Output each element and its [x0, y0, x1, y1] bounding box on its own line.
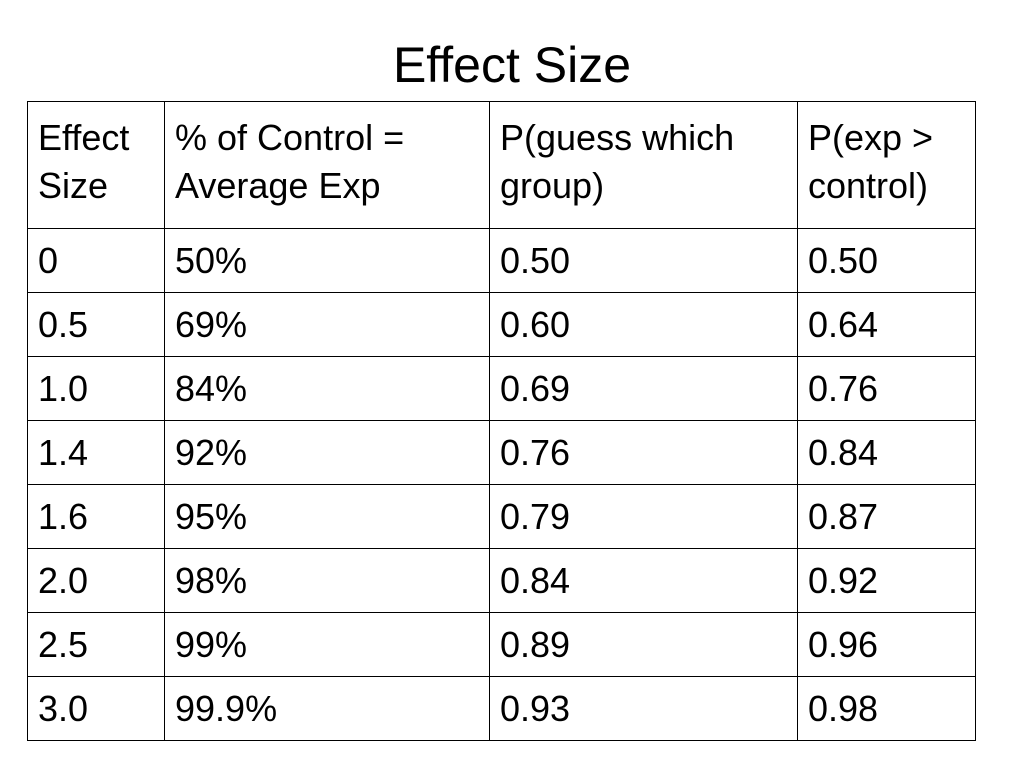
cell-p-guess-group: 0.89 — [489, 612, 798, 677]
table-row: 0.5 69% 0.60 0.64 — [27, 292, 976, 357]
table-row: 1.0 84% 0.69 0.76 — [27, 356, 976, 421]
cell-p-guess-group: 0.60 — [489, 292, 798, 357]
cell-effect-size: 0.5 — [27, 292, 165, 357]
cell-p-guess-group: 0.69 — [489, 356, 798, 421]
cell-effect-size: 2.0 — [27, 548, 165, 613]
effect-size-table: Effect Size % of Control = Average Exp P… — [27, 101, 976, 741]
cell-percent-of-control: 69% — [164, 292, 490, 357]
cell-p-guess-group: 0.79 — [489, 484, 798, 549]
header-p-guess-group: P(guess which group) — [489, 101, 798, 229]
cell-p-exp-gt-control: 0.50 — [797, 228, 976, 293]
cell-p-guess-group: 0.84 — [489, 548, 798, 613]
cell-p-exp-gt-control: 0.87 — [797, 484, 976, 549]
cell-p-exp-gt-control: 0.96 — [797, 612, 976, 677]
table-row: 2.0 98% 0.84 0.92 — [27, 548, 976, 613]
table-row: 3.0 99.9% 0.93 0.98 — [27, 676, 976, 741]
cell-p-exp-gt-control: 0.76 — [797, 356, 976, 421]
header-effect-size: Effect Size — [27, 101, 165, 229]
table-row: 1.6 95% 0.79 0.87 — [27, 484, 976, 549]
cell-p-exp-gt-control: 0.98 — [797, 676, 976, 741]
table-body: 0 50% 0.50 0.50 0.5 69% 0.60 0.64 1.0 84… — [27, 228, 976, 741]
cell-effect-size: 2.5 — [27, 612, 165, 677]
cell-p-guess-group: 0.93 — [489, 676, 798, 741]
table-row: 2.5 99% 0.89 0.96 — [27, 612, 976, 677]
cell-percent-of-control: 92% — [164, 420, 490, 485]
cell-percent-of-control: 50% — [164, 228, 490, 293]
cell-percent-of-control: 99% — [164, 612, 490, 677]
cell-percent-of-control: 84% — [164, 356, 490, 421]
table-header: Effect Size % of Control = Average Exp P… — [27, 101, 976, 229]
cell-percent-of-control: 95% — [164, 484, 490, 549]
slide-title: Effect Size — [392, 37, 632, 93]
cell-effect-size: 1.6 — [27, 484, 165, 549]
cell-effect-size: 1.4 — [27, 420, 165, 485]
header-percent-of-control: % of Control = Average Exp — [164, 101, 490, 229]
cell-p-guess-group: 0.76 — [489, 420, 798, 485]
table-row: 1.4 92% 0.76 0.84 — [27, 420, 976, 485]
cell-p-exp-gt-control: 0.92 — [797, 548, 976, 613]
header-row: Effect Size % of Control = Average Exp P… — [27, 101, 976, 229]
cell-percent-of-control: 98% — [164, 548, 490, 613]
header-p-exp-gt-control: P(exp > control) — [797, 101, 976, 229]
cell-effect-size: 1.0 — [27, 356, 165, 421]
table-row: 0 50% 0.50 0.50 — [27, 228, 976, 293]
cell-p-exp-gt-control: 0.84 — [797, 420, 976, 485]
cell-p-exp-gt-control: 0.64 — [797, 292, 976, 357]
cell-percent-of-control: 99.9% — [164, 676, 490, 741]
cell-effect-size: 0 — [27, 228, 165, 293]
cell-effect-size: 3.0 — [27, 676, 165, 741]
cell-p-guess-group: 0.50 — [489, 228, 798, 293]
